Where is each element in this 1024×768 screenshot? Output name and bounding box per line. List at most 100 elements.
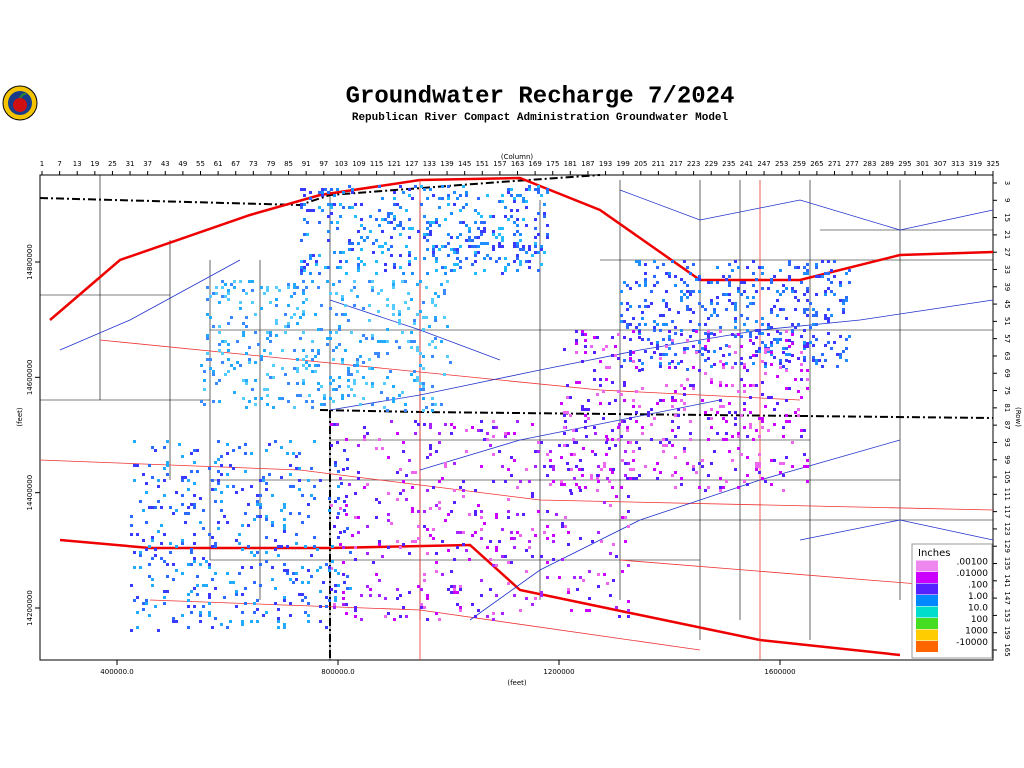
recharge-cell bbox=[501, 200, 504, 203]
recharge-cell bbox=[206, 334, 209, 337]
recharge-cell bbox=[656, 323, 659, 326]
recharge-cell bbox=[462, 185, 465, 188]
recharge-cell bbox=[758, 332, 761, 335]
recharge-cell bbox=[214, 461, 217, 464]
recharge-cell bbox=[605, 366, 608, 369]
recharge-cell bbox=[396, 203, 399, 206]
recharge-cell bbox=[438, 224, 441, 227]
recharge-cell bbox=[578, 468, 581, 471]
recharge-cell bbox=[346, 458, 349, 461]
recharge-cell bbox=[317, 328, 320, 331]
recharge-cell bbox=[172, 578, 175, 581]
recharge-cell bbox=[827, 272, 830, 275]
recharge-cell bbox=[199, 614, 202, 617]
recharge-cell bbox=[749, 411, 752, 414]
row-tick-label: 141 bbox=[1003, 574, 1011, 587]
recharge-cell bbox=[441, 573, 444, 576]
recharge-cell bbox=[812, 323, 815, 326]
recharge-cell bbox=[318, 191, 321, 194]
recharge-cell bbox=[638, 447, 641, 450]
column-tick-label: 25 bbox=[108, 160, 117, 168]
recharge-cell bbox=[638, 263, 641, 266]
recharge-cell bbox=[791, 354, 794, 357]
recharge-cell bbox=[456, 603, 459, 606]
recharge-cell bbox=[429, 444, 432, 447]
recharge-cell bbox=[749, 384, 752, 387]
recharge-cell bbox=[480, 429, 483, 432]
recharge-cell bbox=[668, 441, 671, 444]
recharge-cell bbox=[665, 438, 668, 441]
row-tick-label: 51 bbox=[1003, 317, 1011, 326]
recharge-cell bbox=[347, 319, 350, 322]
recharge-cell bbox=[302, 331, 305, 334]
recharge-cell bbox=[145, 482, 148, 485]
recharge-cell bbox=[245, 379, 248, 382]
recharge-cell bbox=[337, 497, 340, 500]
recharge-cell bbox=[620, 486, 623, 489]
recharge-cell bbox=[627, 495, 630, 498]
recharge-cell bbox=[560, 456, 563, 459]
row-tick-label: 33 bbox=[1003, 265, 1011, 274]
recharge-cell bbox=[193, 503, 196, 506]
recharge-cell bbox=[232, 581, 235, 584]
recharge-cell bbox=[381, 555, 384, 558]
recharge-cell bbox=[480, 516, 483, 519]
row-tick-label: 57 bbox=[1003, 334, 1011, 343]
recharge-cell bbox=[591, 450, 594, 453]
recharge-cell bbox=[758, 417, 761, 420]
recharge-cell bbox=[770, 363, 773, 366]
recharge-cell bbox=[193, 494, 196, 497]
recharge-cell bbox=[534, 534, 537, 537]
recharge-cell bbox=[575, 429, 578, 432]
recharge-cell bbox=[704, 345, 707, 348]
recharge-cell bbox=[293, 367, 296, 370]
recharge-cell bbox=[142, 509, 145, 512]
recharge-cell bbox=[734, 308, 737, 311]
recharge-cell bbox=[357, 444, 360, 447]
recharge-cell bbox=[725, 420, 728, 423]
recharge-cell bbox=[653, 284, 656, 287]
recharge-cell bbox=[298, 512, 301, 515]
recharge-cell bbox=[320, 403, 323, 406]
recharge-cell bbox=[199, 620, 202, 623]
recharge-cell bbox=[441, 477, 444, 480]
recharge-cell bbox=[236, 361, 239, 364]
recharge-cell bbox=[419, 352, 422, 355]
recharge-cells bbox=[130, 185, 851, 632]
recharge-cell bbox=[501, 528, 504, 531]
recharge-cell bbox=[151, 584, 154, 587]
recharge-cell bbox=[277, 545, 280, 548]
recharge-cell bbox=[546, 525, 549, 528]
recharge-cell bbox=[396, 224, 399, 227]
recharge-cell bbox=[423, 188, 426, 191]
recharge-cell bbox=[761, 477, 764, 480]
recharge-cell bbox=[638, 359, 641, 362]
recharge-cell bbox=[758, 453, 761, 456]
recharge-cell bbox=[788, 345, 791, 348]
recharge-cell bbox=[393, 197, 396, 200]
recharge-cell bbox=[163, 494, 166, 497]
recharge-cell bbox=[761, 266, 764, 269]
recharge-cell bbox=[608, 366, 611, 369]
recharge-cell bbox=[190, 611, 193, 614]
recharge-cell bbox=[169, 542, 172, 545]
recharge-cell bbox=[671, 399, 674, 402]
recharge-cell bbox=[710, 462, 713, 465]
recharge-cell bbox=[584, 414, 587, 417]
recharge-cell bbox=[232, 485, 235, 488]
recharge-cell bbox=[441, 185, 444, 188]
recharge-cell bbox=[298, 452, 301, 455]
row-tick-label: 111 bbox=[1003, 488, 1011, 501]
recharge-cell bbox=[434, 319, 437, 322]
recharge-cell bbox=[450, 248, 453, 251]
recharge-cell bbox=[564, 516, 567, 519]
recharge-cell bbox=[659, 399, 662, 402]
recharge-cell bbox=[390, 254, 393, 257]
recharge-cell bbox=[489, 215, 492, 218]
recharge-cell bbox=[343, 449, 346, 452]
recharge-cell bbox=[740, 414, 743, 417]
recharge-cell bbox=[516, 224, 519, 227]
recharge-cell bbox=[806, 263, 809, 266]
recharge-cell bbox=[534, 597, 537, 600]
recharge-cell bbox=[363, 227, 366, 230]
